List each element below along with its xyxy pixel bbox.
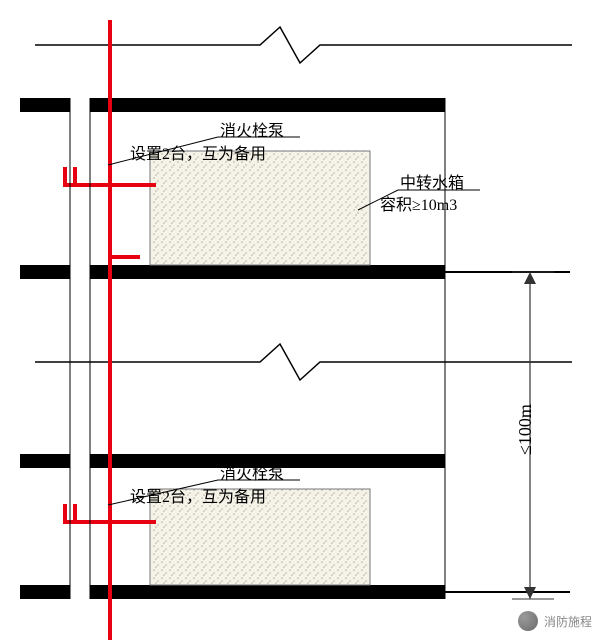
wechat-icon [518,611,538,631]
watermark: 消防施程 [518,611,592,631]
watermark-text: 消防施程 [544,613,592,630]
tank-note: 容积≥10m3 [380,196,457,217]
pump-title-2: 消火栓泵 [220,465,284,486]
pump-note-2: 设置2台，互为备用 [130,488,266,509]
dim-label: ≤100m [514,404,537,455]
pump-title-1: 消火栓泵 [220,122,284,143]
pump-note-1: 设置2台，互为备用 [130,145,266,166]
tank-title: 中转水箱 [400,174,464,195]
